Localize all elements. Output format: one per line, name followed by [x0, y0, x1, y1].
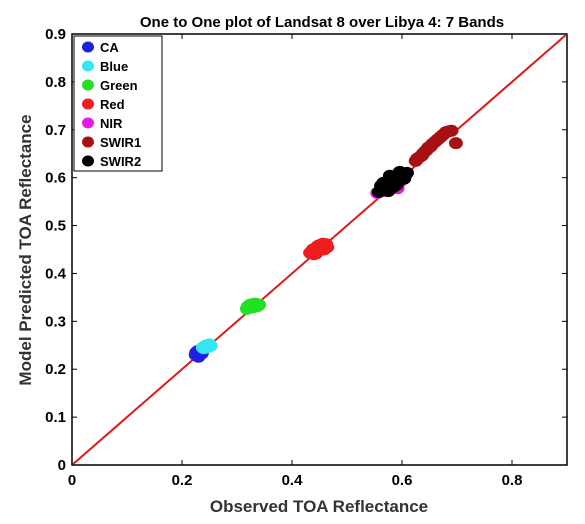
y-tick-label: 0.9	[45, 26, 66, 43]
chart-title: One to One plot of Landsat 8 over Libya …	[140, 14, 504, 31]
y-tick-label: 0.8	[45, 74, 66, 91]
series-blue	[195, 338, 218, 355]
legend-label: Red	[100, 97, 125, 112]
data-point	[200, 341, 215, 354]
x-tick-label: 0.6	[392, 472, 413, 489]
data-point	[414, 149, 429, 162]
y-axis-ticks: 0 0.1 0.2 0.3 0.4 0.5 0.6 0.7 0.8 0.9	[45, 26, 567, 474]
legend-label: Green	[100, 78, 138, 93]
legend: CA Blue Green Red NIR SWIR1 SWIR2	[73, 35, 163, 172]
y-tick-label: 0.4	[45, 265, 67, 282]
y-tick-label: 0.2	[45, 361, 66, 378]
legend-marker	[82, 136, 94, 148]
data-point	[241, 300, 255, 313]
data-points	[188, 124, 463, 363]
series-red	[303, 237, 335, 261]
series-green	[239, 297, 266, 315]
legend-label: NIR	[100, 116, 123, 131]
y-axis-label: Model Predicted TOA Reflectance	[16, 114, 35, 385]
legend-marker	[82, 41, 94, 53]
legend-marker	[82, 60, 94, 72]
legend-marker	[82, 98, 94, 110]
y-tick-label: 0.1	[45, 409, 66, 426]
x-axis-label: Observed TOA Reflectance	[210, 497, 428, 516]
data-point	[252, 298, 266, 311]
data-point	[444, 124, 459, 137]
x-tick-label: 0.2	[172, 472, 193, 489]
y-tick-label: 0.3	[45, 313, 66, 330]
data-point	[374, 179, 389, 192]
x-tick-label: 0.8	[502, 472, 523, 489]
y-tick-label: 0.7	[45, 122, 66, 139]
data-point	[423, 140, 438, 153]
data-point	[319, 238, 334, 251]
x-axis-ticks: 0 0.2 0.4 0.6 0.8	[68, 34, 523, 489]
y-tick-label: 0	[58, 457, 66, 474]
legend-marker	[82, 79, 94, 91]
data-point	[448, 137, 463, 150]
y-tick-label: 0.6	[45, 170, 66, 187]
legend-marker	[82, 155, 94, 167]
series-swir1	[408, 124, 463, 167]
x-tick-label: 0	[68, 472, 76, 489]
x-tick-label: 0.4	[282, 472, 304, 489]
series-swir2	[371, 165, 414, 199]
legend-label: Blue	[100, 59, 128, 74]
legend-marker	[82, 117, 94, 129]
y-tick-label: 0.5	[45, 218, 66, 235]
legend-label: SWIR1	[100, 135, 141, 150]
data-point	[397, 172, 412, 185]
legend-label: SWIR2	[100, 154, 141, 169]
legend-label: CA	[100, 40, 119, 55]
